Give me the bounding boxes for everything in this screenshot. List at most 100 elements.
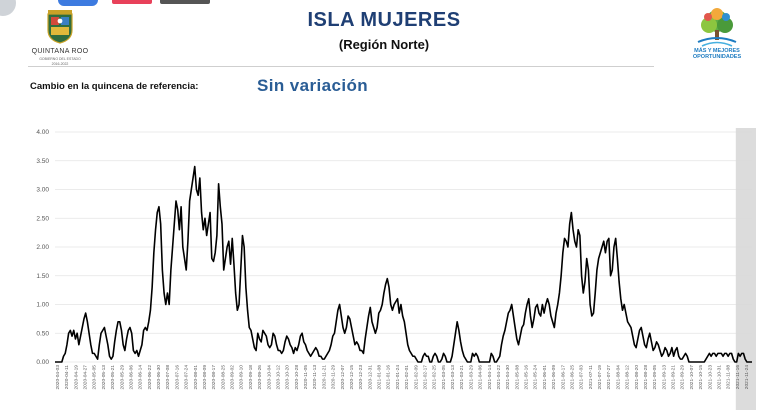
y-tick-label: 2.50 xyxy=(36,215,49,222)
x-tick-label: 2020-08-25 xyxy=(220,365,226,390)
x-tick-label: 2021-02-01 xyxy=(404,365,410,390)
x-tick-label: 2020-12-07 xyxy=(340,365,346,390)
x-tick-label: 2020-05-13 xyxy=(101,365,107,390)
x-tick-label: 2020-04-03 xyxy=(55,365,61,390)
x-tick-label: 2021-02-25 xyxy=(432,365,438,390)
x-tick-label: 2020-06-30 xyxy=(156,365,162,390)
x-tick-label: 2020-08-01 xyxy=(193,365,199,390)
x-tick-label: 2020-08-17 xyxy=(211,365,217,390)
x-tick-label: 2021-03-13 xyxy=(450,365,456,390)
y-tick-label: 1.50 xyxy=(36,273,49,280)
window-corner xyxy=(0,0,16,16)
left-logo-years: 2016-2022 xyxy=(51,62,69,66)
x-tick-label: 2021-10-07 xyxy=(689,365,695,390)
x-tick-label: 2021-06-25 xyxy=(569,365,575,390)
x-tick-label: 2021-03-21 xyxy=(459,365,465,390)
right-logo-line1: MÁS Y MEJORES xyxy=(694,48,740,54)
x-tick-label: 2021-08-20 xyxy=(634,365,640,390)
highlight-region xyxy=(735,128,756,410)
x-tick-label: 2021-04-14 xyxy=(487,365,493,390)
x-tick-label: 2020-10-28 xyxy=(294,365,300,390)
series-layer xyxy=(55,165,752,363)
x-tick-label: 2020-09-26 xyxy=(257,365,263,390)
highlight-layer xyxy=(735,128,756,410)
right-logo-text: MÁS Y MEJORES OPORTUNIDADES xyxy=(684,48,750,60)
x-tick-label: 2020-05-29 xyxy=(119,365,125,390)
x-tick-label: 2020-06-22 xyxy=(147,365,153,390)
x-tick-label: 2020-12-23 xyxy=(358,365,364,390)
grid-layer xyxy=(55,131,752,363)
x-tick-label: 2021-06-09 xyxy=(551,365,557,390)
y-tick-label: 0.00 xyxy=(36,359,49,366)
top-tab-gray[interactable] xyxy=(160,0,210,4)
x-tick-label: 2020-09-18 xyxy=(248,365,254,390)
header-divider xyxy=(28,66,654,67)
x-tick-label: 2020-11-13 xyxy=(312,365,318,390)
x-tick-label: 2021-05-08 xyxy=(514,365,520,390)
page-title: ISLA MUJERES xyxy=(307,9,461,31)
x-tick-label: 2021-04-22 xyxy=(496,365,502,390)
x-tick-label: 2020-12-15 xyxy=(349,365,355,390)
x-tick-label: 2020-04-19 xyxy=(73,365,79,390)
x-tick-label: 2021-08-12 xyxy=(625,365,631,390)
x-tick-label: 2020-04-11 xyxy=(64,365,70,390)
x-tick-label: 2020-10-12 xyxy=(275,365,281,390)
x-tick-label: 2021-07-11 xyxy=(588,365,594,390)
x-axis: 2020-04-03 2020-04-11 2020-04-19 2020-04-27… xyxy=(55,365,750,390)
y-tick-label: 1.00 xyxy=(36,302,49,309)
reference-label: Cambio en la quincena de referencia: xyxy=(30,81,199,92)
x-tick-label: 2021-07-19 xyxy=(597,365,603,390)
x-tick-label: 2021-03-05 xyxy=(441,365,447,390)
x-tick-label: 2021-04-30 xyxy=(505,365,511,390)
quintana-roo-logo: QUINTANA ROO GOBIERNO DEL ESTADO 2016-20… xyxy=(30,8,90,70)
x-tick-label: 2021-04-06 xyxy=(478,365,484,390)
x-tick-label: 2020-10-20 xyxy=(285,365,291,390)
x-tick-label: 2020-05-21 xyxy=(110,365,116,390)
x-tick-label: 2020-11-21 xyxy=(321,365,327,390)
x-tick-label: 2020-07-08 xyxy=(165,365,171,390)
x-tick-label: 2021-03-29 xyxy=(468,365,474,390)
x-tick-label: 2020-09-10 xyxy=(239,365,245,390)
x-tick-label: 2020-07-24 xyxy=(184,365,190,390)
left-logo-text: QUINTANA ROO xyxy=(31,48,89,55)
x-tick-label: 2021-01-24 xyxy=(395,365,401,390)
reference-value: Sin variación xyxy=(257,76,369,95)
line-chart: 0.00 0.50 1.00 1.50 2.00 2.50 3.00 3.50 4.00 202… xyxy=(36,128,756,410)
x-tick-label: 2020-06-06 xyxy=(128,365,134,390)
x-tick-label: 2020-11-29 xyxy=(331,365,337,390)
x-tick-label: 2021-09-05 xyxy=(652,365,658,390)
x-tick-label: 2021-01-08 xyxy=(377,365,383,390)
x-tick-label: 2021-08-04 xyxy=(615,365,621,390)
state-shield-icon xyxy=(47,10,73,44)
x-tick-label: 2020-05-05 xyxy=(92,365,98,390)
right-logo-line2: OPORTUNIDADES xyxy=(692,54,742,60)
x-tick-label: 2021-05-24 xyxy=(533,365,539,390)
x-tick-label: 2021-11-24 xyxy=(744,365,750,390)
top-tab-red[interactable] xyxy=(112,0,152,4)
top-tab-blue[interactable] xyxy=(58,0,98,6)
x-tick-label: 2021-05-16 xyxy=(524,365,530,390)
x-tick-label: 2021-11-16 xyxy=(735,365,741,390)
x-tick-label: 2021-07-27 xyxy=(606,365,612,390)
x-tick-label: 2021-11-08 xyxy=(726,365,732,390)
x-tick-label: 2021-10-15 xyxy=(698,365,704,390)
y-tick-label: 0.50 xyxy=(36,330,49,337)
x-tick-label: 2021-02-09 xyxy=(413,365,419,390)
x-tick-label: 2020-04-27 xyxy=(83,365,89,390)
x-tick-label: 2021-09-21 xyxy=(671,365,677,390)
x-tick-label: 2021-09-29 xyxy=(680,365,686,390)
x-tick-label: 2020-11-05 xyxy=(303,365,309,390)
y-tick-label: 2.00 xyxy=(36,244,49,251)
x-tick-label: 2021-02-17 xyxy=(422,365,428,390)
y-tick-label: 3.00 xyxy=(36,187,49,194)
y-axis: 0.00 0.50 1.00 1.50 2.00 2.50 3.00 3.50 4.00 xyxy=(36,129,49,366)
tree-icon xyxy=(697,8,737,47)
x-tick-label: 2020-07-16 xyxy=(174,365,180,390)
y-tick-label: 3.50 xyxy=(36,158,49,165)
browser-top-strip xyxy=(0,0,768,8)
x-tick-label: 2021-10-31 xyxy=(716,365,722,390)
mas-mejores-logo: MÁS Y MEJORES OPORTUNIDADES xyxy=(684,6,750,66)
x-tick-label: 2021-09-13 xyxy=(661,365,667,390)
x-tick-label: 2021-06-17 xyxy=(560,365,566,390)
x-tick-label: 2020-06-14 xyxy=(138,365,144,390)
